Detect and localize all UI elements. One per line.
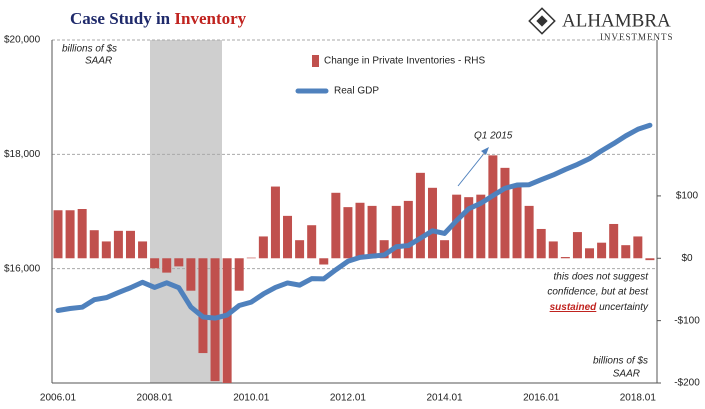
y2-tick-label: -$200 [674,378,700,389]
recession-shade [150,40,222,383]
bar [138,241,148,259]
bar [476,194,486,259]
x-tick-label: 2018.01 [620,393,657,404]
logo-mark [536,15,548,27]
bar [379,240,389,259]
legend-label: Real GDP [334,86,379,97]
unit-label: SAAR [85,56,112,67]
bar [560,257,570,259]
x-tick-label: 2006.01 [40,393,77,404]
logo-name: ALHAMBRA [562,10,671,31]
bar [536,228,546,259]
x-tick-label: 2016.01 [523,393,560,404]
bar [222,258,232,383]
bar [452,194,462,259]
bar [488,155,498,259]
bar [621,245,631,259]
bar [572,232,582,259]
bar [101,241,111,259]
bar [246,257,256,259]
x-tick-label: 2008.01 [137,393,174,404]
bar [258,236,268,259]
y-tick-label: $20,000 [4,35,41,46]
y2-tick-label: $0 [681,253,693,264]
bar [65,210,75,259]
bar [198,258,208,354]
y2-tick-label: -$100 [674,315,700,326]
bar [343,207,353,259]
bar [609,223,619,259]
bar [440,240,450,259]
logo-sub: INVESTMENTS [600,32,674,42]
bar [150,258,160,269]
bar [427,187,437,259]
logo: ALHAMBRA INVESTMENTS [528,7,674,42]
bar [548,241,558,259]
bar [270,186,280,259]
bar [415,172,425,259]
bar [355,202,365,259]
note: this does not suggest [553,272,649,283]
bar [367,205,377,259]
line [55,122,653,321]
x-tick-label: 2012.01 [330,393,367,404]
chart-title: Case Study in Inventory [70,9,247,28]
bar [77,209,87,259]
note-emph: sustained [550,302,598,313]
unit-label: SAAR [613,369,640,380]
title-highlight: Inventory [174,9,246,28]
bar [500,167,510,259]
logo-mark [528,7,556,35]
bar [283,215,293,259]
bar [319,258,329,265]
unit-label: billions of $s [593,356,648,367]
bar [633,236,643,259]
bar [464,197,474,259]
bar [331,192,341,259]
legend-label: Change in Private Inventories - RHS [324,56,486,67]
x-tick-label: 2014.01 [426,393,463,404]
note-rest: uncertainty [599,302,649,313]
bar [295,240,305,259]
unit-label: billions of $s [62,44,117,55]
bar [585,248,595,259]
bar [512,185,522,259]
x-tick-label: 2010.01 [233,393,270,404]
y-tick-label: $18,000 [4,149,41,160]
annotation: Q1 2015 [474,131,513,142]
bar [89,230,99,259]
y2-tick-label: $100 [676,191,699,202]
bar [645,258,655,261]
note: sustained uncertainty [550,302,649,313]
bar [113,230,123,259]
bar [186,258,196,291]
bar [174,258,184,267]
bar [162,258,172,273]
bar [524,205,534,259]
legend-swatch [312,55,319,67]
arrow-head [481,147,489,155]
bar [403,200,413,259]
bar [125,230,135,259]
annotation-arrow [457,150,487,187]
bar [391,205,401,259]
bar [597,242,607,259]
title-prefix: Case Study in [70,9,171,28]
bar [307,225,317,259]
y-tick-label: $16,000 [4,263,41,274]
bar [234,258,244,291]
note: confidence, but at best [547,287,649,298]
bar [53,210,63,259]
